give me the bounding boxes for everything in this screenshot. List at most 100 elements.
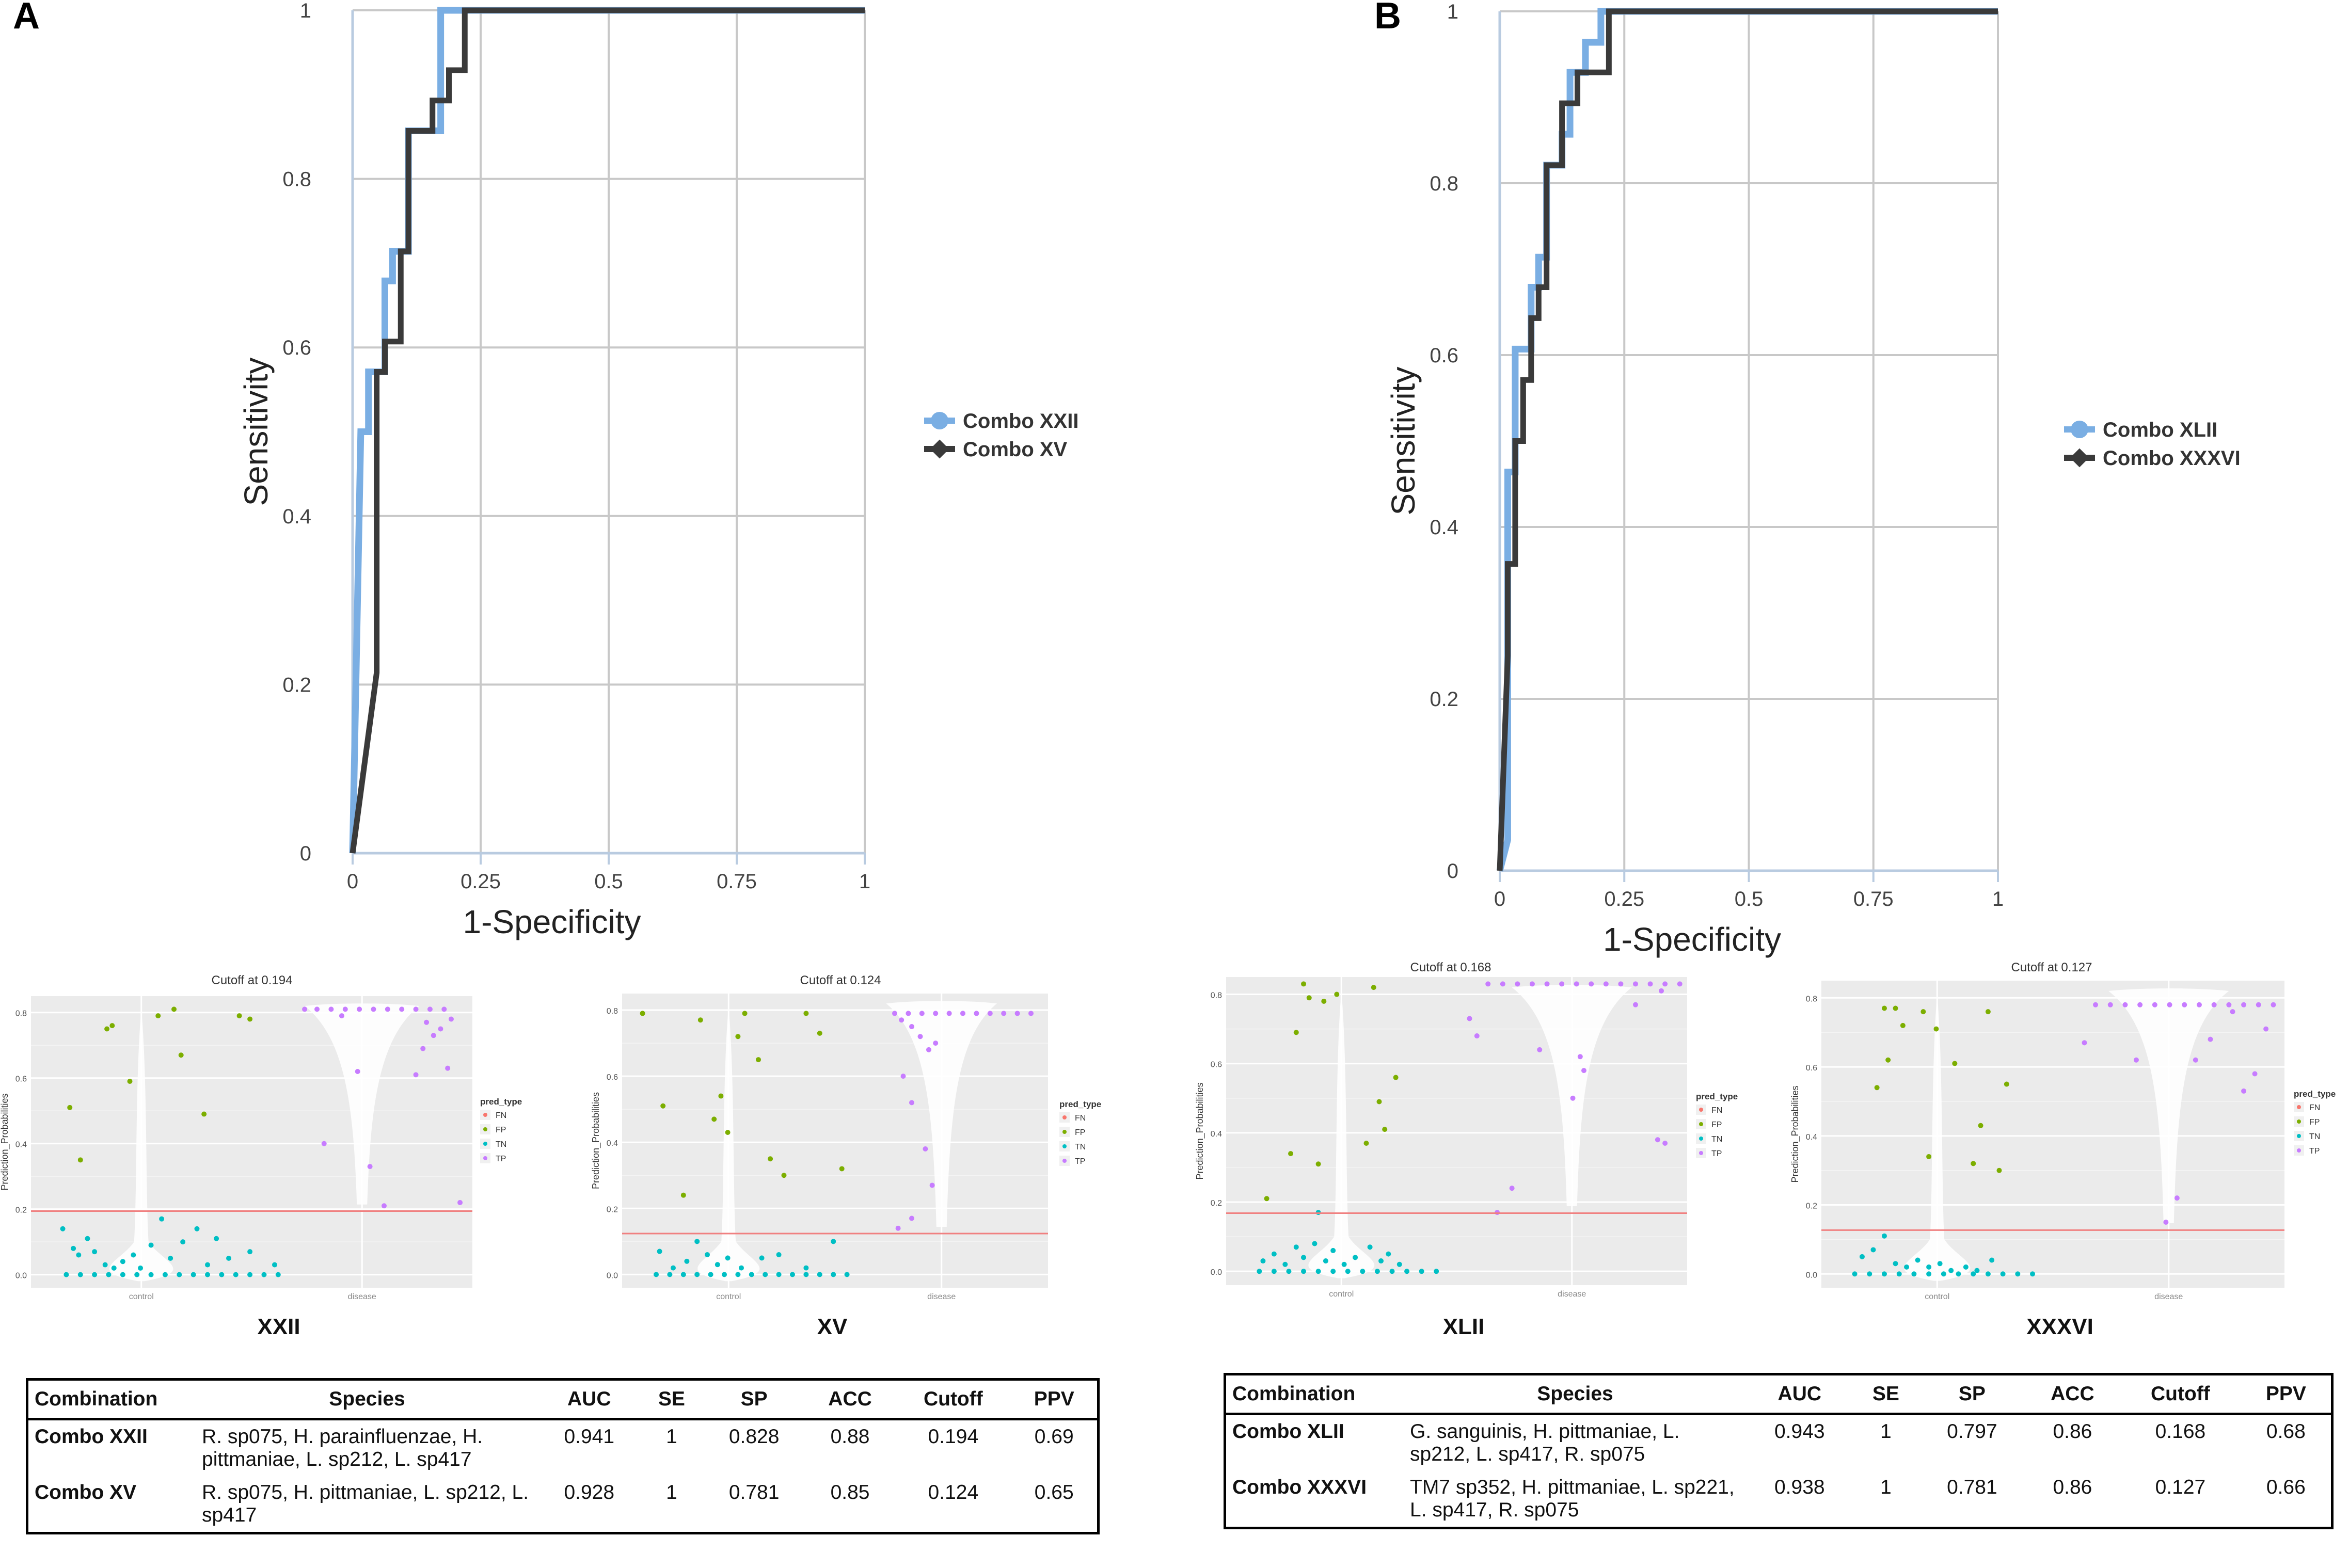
data-point-tn <box>831 1272 836 1277</box>
legend-label: Combo XLII <box>2103 419 2217 441</box>
y-tick-label: 0.2 <box>15 1206 27 1215</box>
data-point-tn <box>1286 1269 1292 1274</box>
data-point-tp <box>413 1006 419 1012</box>
data-point-tn <box>1911 1271 1917 1277</box>
y-tick-label: 0.2 <box>1806 1202 1817 1211</box>
legend-label: FN <box>496 1111 506 1120</box>
legend-label: FN <box>2309 1103 2320 1112</box>
metrics-table-a: Combination Species AUC SE SP ACC Cutoff… <box>26 1378 1100 1534</box>
data-point-tn <box>1881 1271 1887 1277</box>
se-value: 1 <box>666 1426 677 1448</box>
data-point-tn <box>1360 1269 1366 1274</box>
data-point-tn <box>180 1239 186 1245</box>
data-point-fp <box>1264 1196 1269 1202</box>
data-point-tn <box>1345 1269 1351 1274</box>
combination-name: Combo XXII <box>35 1426 148 1448</box>
legend-label: FN <box>1711 1106 1722 1115</box>
legend-dot <box>1699 1108 1703 1112</box>
y-tick-label: 0.8 <box>1430 172 1458 195</box>
data-point-tp <box>2167 1002 2172 1007</box>
data-point-tn <box>71 1245 76 1251</box>
data-point-tn <box>1963 1264 1969 1270</box>
legend-dot <box>483 1142 487 1146</box>
y-tick-label: 0.6 <box>1430 344 1458 367</box>
data-point-tn <box>1312 1241 1318 1246</box>
x-axis-title: 1-Specificity <box>1603 921 1781 958</box>
violin-disease <box>305 1003 420 1205</box>
data-point-tp <box>1677 981 1683 987</box>
data-point-tn <box>1260 1258 1266 1264</box>
col-auc: AUC <box>1747 1374 1853 1415</box>
y-tick-label: 0.8 <box>1806 995 1817 1003</box>
data-point-tp <box>909 1215 914 1221</box>
data-point-tp <box>355 1069 360 1075</box>
data-point-tp <box>367 1164 373 1170</box>
data-point-tp <box>445 1065 451 1071</box>
cutoff-value: 0.127 <box>2155 1476 2206 1498</box>
data-point-tp <box>1467 1016 1472 1021</box>
data-point-fp <box>1978 1123 1983 1128</box>
violin-plot-xv: Cutoff at 0.124 0.0 0.2 0.4 0.6 0.8 Prediction… <box>591 973 1101 1339</box>
col-sp: SP <box>1919 1374 2025 1415</box>
legend-label: TN <box>496 1140 506 1149</box>
violin-title: Cutoff at 0.124 <box>800 973 881 987</box>
y-axis-title: Prediction_Probabilities <box>1790 1085 1801 1182</box>
data-point-tp <box>917 1034 923 1039</box>
data-point-tn <box>739 1265 744 1271</box>
y-tick-label: 0.8 <box>282 168 311 191</box>
data-point-fp <box>735 1034 741 1039</box>
y-tick-label: 0 <box>300 842 311 865</box>
data-point-fp <box>1371 985 1376 990</box>
data-point-tp <box>1581 1068 1586 1074</box>
data-point-fp <box>178 1052 184 1058</box>
data-point-tp <box>1474 1033 1480 1039</box>
col-ppv: PPV <box>1011 1379 1099 1420</box>
data-point-tp <box>441 1006 447 1012</box>
col-combination: Combination <box>1225 1374 1404 1415</box>
x-tick-label: control <box>129 1292 154 1301</box>
data-point-tp <box>1500 981 1505 987</box>
data-point-tp <box>1662 981 1668 987</box>
y-tick-label: 0.2 <box>1211 1199 1222 1208</box>
data-point-tp <box>420 1046 426 1051</box>
y-tick-label: 0.0 <box>1806 1271 1817 1279</box>
data-point-tp <box>987 1011 993 1016</box>
data-point-tp <box>302 1006 308 1012</box>
data-point-tn <box>247 1249 253 1255</box>
x-tick-label: disease <box>1558 1290 1586 1299</box>
legend-label: FP <box>496 1126 506 1134</box>
acc-value: 0.86 <box>2053 1476 2092 1498</box>
data-point-fp <box>756 1057 761 1063</box>
y-tick-label: 0.2 <box>607 1205 618 1214</box>
data-point-tn <box>684 1258 690 1264</box>
data-point-tn <box>803 1265 809 1271</box>
sp-value: 0.781 <box>728 1481 780 1503</box>
y-tick-label: 0.6 <box>1806 1064 1817 1073</box>
col-cutoff: Cutoff <box>2120 1374 2241 1415</box>
legend-dot <box>2297 1148 2301 1153</box>
legend-title: pred_type <box>1696 1092 1738 1101</box>
data-point-tp <box>2256 1002 2261 1007</box>
x-tick-label: control <box>1925 1292 1949 1301</box>
data-point-tp <box>1570 1095 1576 1101</box>
y-tick-label: 1 <box>1447 1 1458 23</box>
x-tick-label: 0 <box>1494 888 1505 910</box>
violin-disease <box>2108 988 2229 1223</box>
data-point-fp <box>1881 1005 1887 1011</box>
data-point-tn <box>1974 1268 1980 1273</box>
data-point-tp <box>1662 1140 1668 1146</box>
y-tick-label: 0.6 <box>607 1073 618 1082</box>
data-point-tn <box>177 1272 182 1277</box>
y-tick-label: 0 <box>1447 860 1458 883</box>
data-point-tn <box>725 1255 731 1261</box>
data-point-fp <box>1301 981 1307 987</box>
violin-title: Cutoff at 0.168 <box>1410 961 1491 974</box>
data-point-tp <box>2174 1195 2180 1201</box>
y-axis-title: Sensitivity <box>1385 366 1422 515</box>
data-point-tp <box>1537 1047 1543 1052</box>
roc-chart-a: A 0 0.25 0.5 0.75 1 0 0.2 0.4 0.6 0.8 1 1-Specificit… <box>13 0 1078 940</box>
data-point-tn <box>735 1272 741 1277</box>
data-point-tn <box>1896 1271 1902 1277</box>
data-point-tp <box>1658 988 1664 994</box>
data-point-tp <box>933 1011 939 1016</box>
